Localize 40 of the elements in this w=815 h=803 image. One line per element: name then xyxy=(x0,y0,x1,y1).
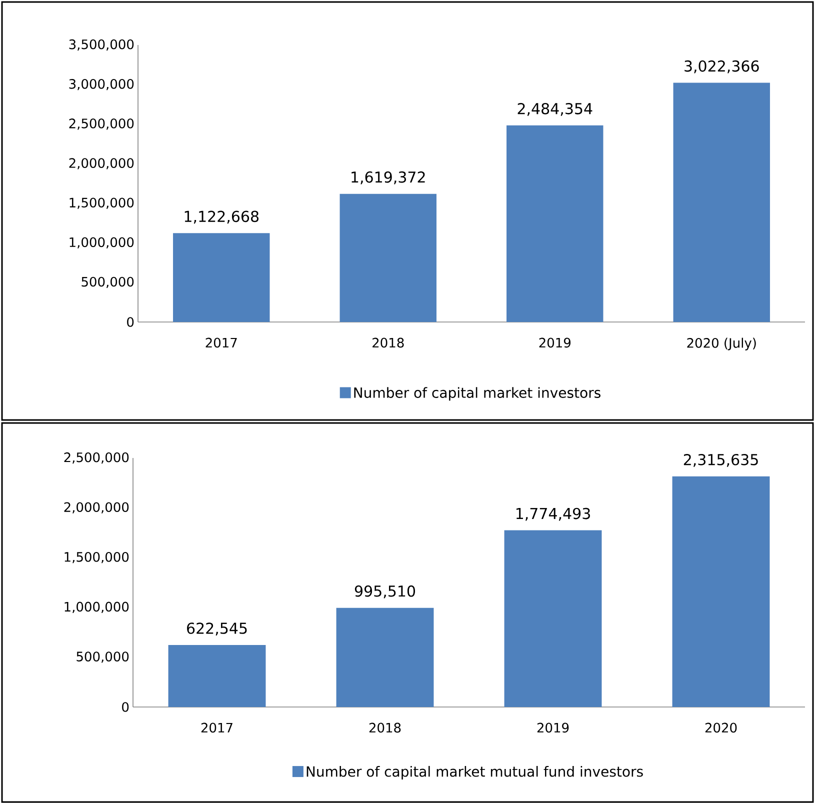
x-tick-label: 2020 xyxy=(705,722,737,733)
y-tick-label: 2,500,000 xyxy=(69,118,134,130)
bar xyxy=(340,194,436,322)
y-tick-label: 0 xyxy=(127,317,134,327)
bar xyxy=(673,82,770,322)
y-tick-label: 1,000,000 xyxy=(64,602,129,613)
x-tick-label: 2020 (July) xyxy=(687,338,756,350)
bar xyxy=(506,125,604,322)
y-tick-label: 2,500,000 xyxy=(64,452,129,464)
data-label: 2,315,635 xyxy=(684,454,758,467)
x-tick-label: 2017 xyxy=(201,722,232,733)
x-tick-label: 2017 xyxy=(206,338,237,348)
bar xyxy=(173,233,270,322)
y-tick-label: 500,000 xyxy=(82,276,134,288)
y-tick-label: 2,000,000 xyxy=(69,158,134,170)
data-label: 1,619,372 xyxy=(352,171,425,184)
y-tick-label: 0 xyxy=(122,702,129,712)
y-tick-label: 2,000,000 xyxy=(64,502,129,514)
x-tick-label: 2019 xyxy=(537,722,569,733)
x-tick-label: 2019 xyxy=(539,338,570,348)
y-tick-label: 3,000,000 xyxy=(69,78,134,90)
data-label: 3,022,366 xyxy=(684,60,759,74)
y-tick-label: 500,000 xyxy=(76,652,129,663)
y-tick-label: 3,500,000 xyxy=(69,39,134,51)
bar xyxy=(504,530,602,707)
data-label: 995,510 xyxy=(354,585,416,598)
x-tick-label: 2018 xyxy=(372,338,404,348)
data-label: 1,774,493 xyxy=(516,508,590,521)
y-tick-label: 1,500,000 xyxy=(70,198,134,209)
bar xyxy=(168,644,266,707)
bar xyxy=(336,608,434,707)
data-label: 1,122,668 xyxy=(184,210,259,224)
data-label: 2,484,354 xyxy=(518,102,592,116)
y-tick-label: 1,500,000 xyxy=(64,552,129,564)
legend-label: Number of capital market mutual fund investors xyxy=(306,766,643,780)
legend-label: Number of capital market investors xyxy=(354,387,600,401)
x-tick-label: 2018 xyxy=(369,722,401,733)
data-label: 622,545 xyxy=(187,622,247,636)
y-tick-label: 1,000,000 xyxy=(70,237,134,248)
bar xyxy=(672,476,770,707)
